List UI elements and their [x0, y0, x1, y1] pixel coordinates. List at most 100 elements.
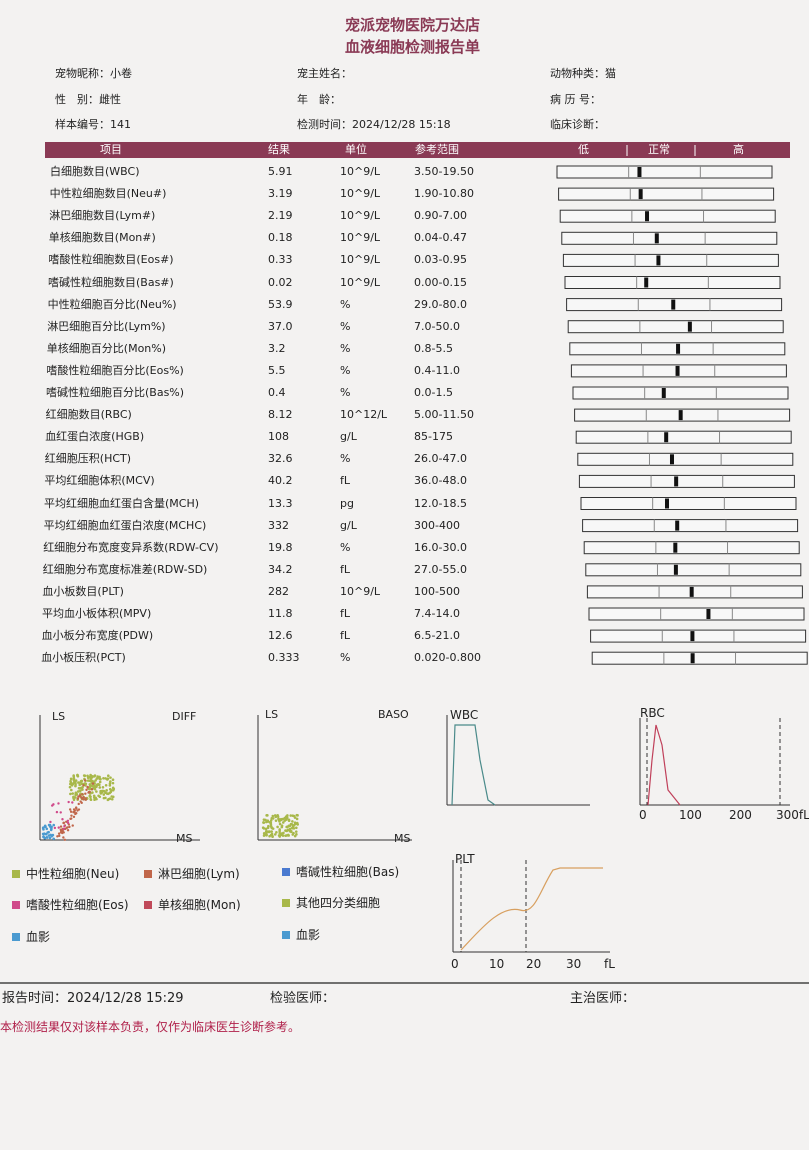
item-name: 红细胞分布宽度标准差(RDW-SD): [42, 562, 208, 576]
item-name: 淋巴细胞百分比(Lym%): [47, 319, 166, 333]
scatter-dot: [110, 797, 114, 801]
reference-range: 300-400: [414, 518, 460, 532]
scatter-dot: [83, 782, 87, 785]
scatter-dot: [109, 780, 112, 783]
scatter-dot: [101, 786, 105, 789]
item-name: 平均红细胞血红蛋白含量(MCH): [44, 496, 200, 510]
unit: %: [340, 651, 351, 665]
scatter-dot: [57, 826, 60, 829]
gauge-bar: [580, 497, 797, 510]
scatter-dot: [285, 818, 288, 821]
gauge-bar: [575, 430, 792, 444]
scatter-dot: [86, 779, 90, 782]
disclaimer: 本检测结果仅对该样本负责，仅作为临床医生诊断参考。: [0, 1020, 301, 1034]
scatter-dot: [70, 817, 73, 820]
item-name: 嗜碱性粒细胞百分比(Bas%): [46, 386, 185, 399]
scatter-dot: [273, 833, 277, 836]
gauge-bar: [559, 209, 776, 223]
scatter-dot: [106, 778, 109, 781]
scatter-dot: [278, 828, 281, 831]
unit: %: [340, 319, 351, 333]
result-marker: [689, 586, 694, 597]
scatter-dot: [86, 785, 89, 789]
scatter-dot: [42, 826, 45, 829]
reference-range: 16.0-30.0: [414, 540, 467, 554]
scatter-dot: [270, 826, 274, 830]
scatter-dot: [290, 822, 294, 826]
scatter-dot: [281, 834, 285, 837]
doctor: 主治医师：: [570, 991, 636, 1006]
item-name: 平均红细胞血红蛋白浓度(MCHC): [43, 518, 207, 532]
scatter-dot: [111, 788, 115, 792]
reference-range: 0.03-0.95: [414, 253, 467, 267]
scatter-dot: [95, 777, 99, 780]
scatter-dot: [63, 838, 67, 841]
report-title: 血液细胞检测报告单: [344, 38, 480, 56]
legend-label: 血影: [26, 930, 51, 944]
scatter-dot: [76, 797, 80, 800]
scatter-dot: [261, 826, 265, 830]
result: 3.19: [268, 187, 293, 201]
scatter-dot: [74, 812, 77, 816]
result: 5.5: [268, 363, 286, 377]
scatter-dot: [98, 780, 102, 784]
scatter-dot: [269, 833, 273, 837]
legend-swatch: [282, 899, 290, 907]
item-name: 嗜碱性粒细胞数目(Bas#): [48, 275, 174, 289]
scatter-dot: [286, 814, 289, 817]
scatter-dot: [56, 835, 59, 838]
result-marker: [690, 631, 695, 642]
scatter-dot: [69, 810, 73, 813]
unit: %: [340, 341, 351, 355]
scatter-dot: [79, 779, 83, 783]
item-name: 单核细胞数目(Mon#): [48, 231, 156, 245]
reference-range: 27.0-55.0: [414, 562, 467, 576]
scatter-dot: [53, 826, 57, 830]
scatter-dot: [294, 830, 298, 833]
reference-range: 7.0-50.0: [414, 319, 460, 333]
scatter-dot: [265, 814, 268, 817]
x-tick-label: fL: [604, 957, 615, 971]
scatter-dot: [66, 829, 70, 832]
result-marker: [645, 211, 650, 222]
reference-range: 0.4-11.0: [414, 363, 460, 377]
scatter-dot: [277, 834, 281, 837]
scatter-dot: [295, 817, 299, 821]
x-tick-label: 100: [679, 808, 702, 822]
scatter-dot: [49, 820, 52, 824]
scatter-dot: [111, 795, 115, 799]
scatter-dot: [76, 773, 79, 777]
gauge-bar: [567, 320, 784, 334]
gauge-bar: [578, 474, 795, 488]
legend-label: 单核细胞(Mon): [158, 898, 241, 912]
result-marker: [673, 564, 678, 575]
reference-range: 12.0-18.5: [414, 496, 467, 510]
item-name: 红细胞压积(HCT): [44, 452, 132, 466]
gauge-header: 高: [733, 143, 744, 156]
result: 11.8: [268, 607, 293, 620]
reference-range: 36.0-48.0: [414, 474, 467, 488]
table-header-bar: [45, 142, 790, 158]
result: 5.91: [268, 165, 293, 178]
scatter-dot: [92, 794, 96, 798]
scatter-dot: [264, 818, 267, 822]
x-tick-label: 0: [451, 957, 459, 971]
legend-swatch: [282, 868, 290, 876]
result: 19.8: [268, 540, 293, 554]
column-header: 单位: [345, 143, 367, 156]
scatter-dot: [106, 798, 110, 802]
scatter-dot: [85, 788, 88, 792]
scatter-dot: [52, 823, 56, 827]
info-field: 病 历 号：: [550, 93, 601, 106]
legend-swatch: [144, 901, 152, 909]
scatter-dot: [105, 789, 108, 792]
gauge-bar: [572, 386, 789, 400]
scatter-dot: [72, 815, 76, 819]
unit: fL: [340, 607, 351, 620]
scatter-dot: [104, 784, 108, 787]
unit: fL: [340, 562, 351, 576]
scatter-dot: [285, 829, 289, 833]
unit: 10^9/L: [340, 253, 381, 267]
histogram-curve: [451, 724, 496, 806]
gauge-bar: [558, 187, 775, 201]
